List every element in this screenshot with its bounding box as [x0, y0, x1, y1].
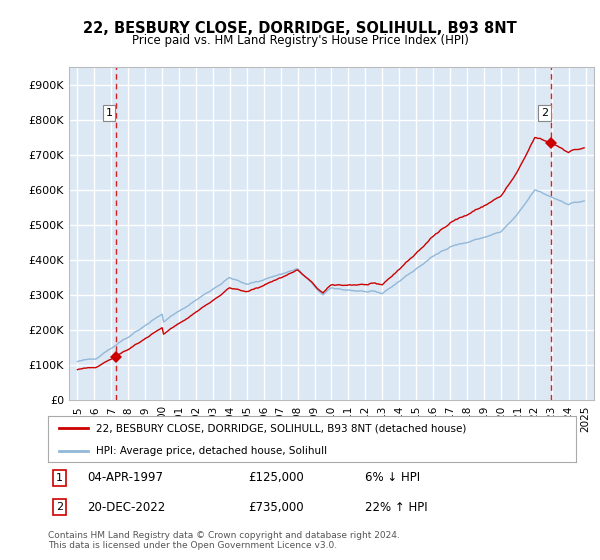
Text: 20-DEC-2022: 20-DEC-2022	[88, 501, 166, 514]
Text: 2: 2	[56, 502, 63, 512]
Text: £735,000: £735,000	[248, 501, 304, 514]
Text: 1: 1	[56, 473, 63, 483]
Text: £125,000: £125,000	[248, 471, 304, 484]
Text: 22% ↑ HPI: 22% ↑ HPI	[365, 501, 427, 514]
Text: 1: 1	[106, 108, 113, 118]
Text: Contains HM Land Registry data © Crown copyright and database right 2024.
This d: Contains HM Land Registry data © Crown c…	[48, 531, 400, 550]
Text: Price paid vs. HM Land Registry's House Price Index (HPI): Price paid vs. HM Land Registry's House …	[131, 34, 469, 46]
Text: 2: 2	[541, 108, 548, 118]
Text: 6% ↓ HPI: 6% ↓ HPI	[365, 471, 420, 484]
Text: 22, BESBURY CLOSE, DORRIDGE, SOLIHULL, B93 8NT: 22, BESBURY CLOSE, DORRIDGE, SOLIHULL, B…	[83, 21, 517, 36]
Text: 22, BESBURY CLOSE, DORRIDGE, SOLIHULL, B93 8NT (detached house): 22, BESBURY CLOSE, DORRIDGE, SOLIHULL, B…	[95, 423, 466, 433]
Text: HPI: Average price, detached house, Solihull: HPI: Average price, detached house, Soli…	[95, 446, 326, 455]
Text: 04-APR-1997: 04-APR-1997	[88, 471, 164, 484]
